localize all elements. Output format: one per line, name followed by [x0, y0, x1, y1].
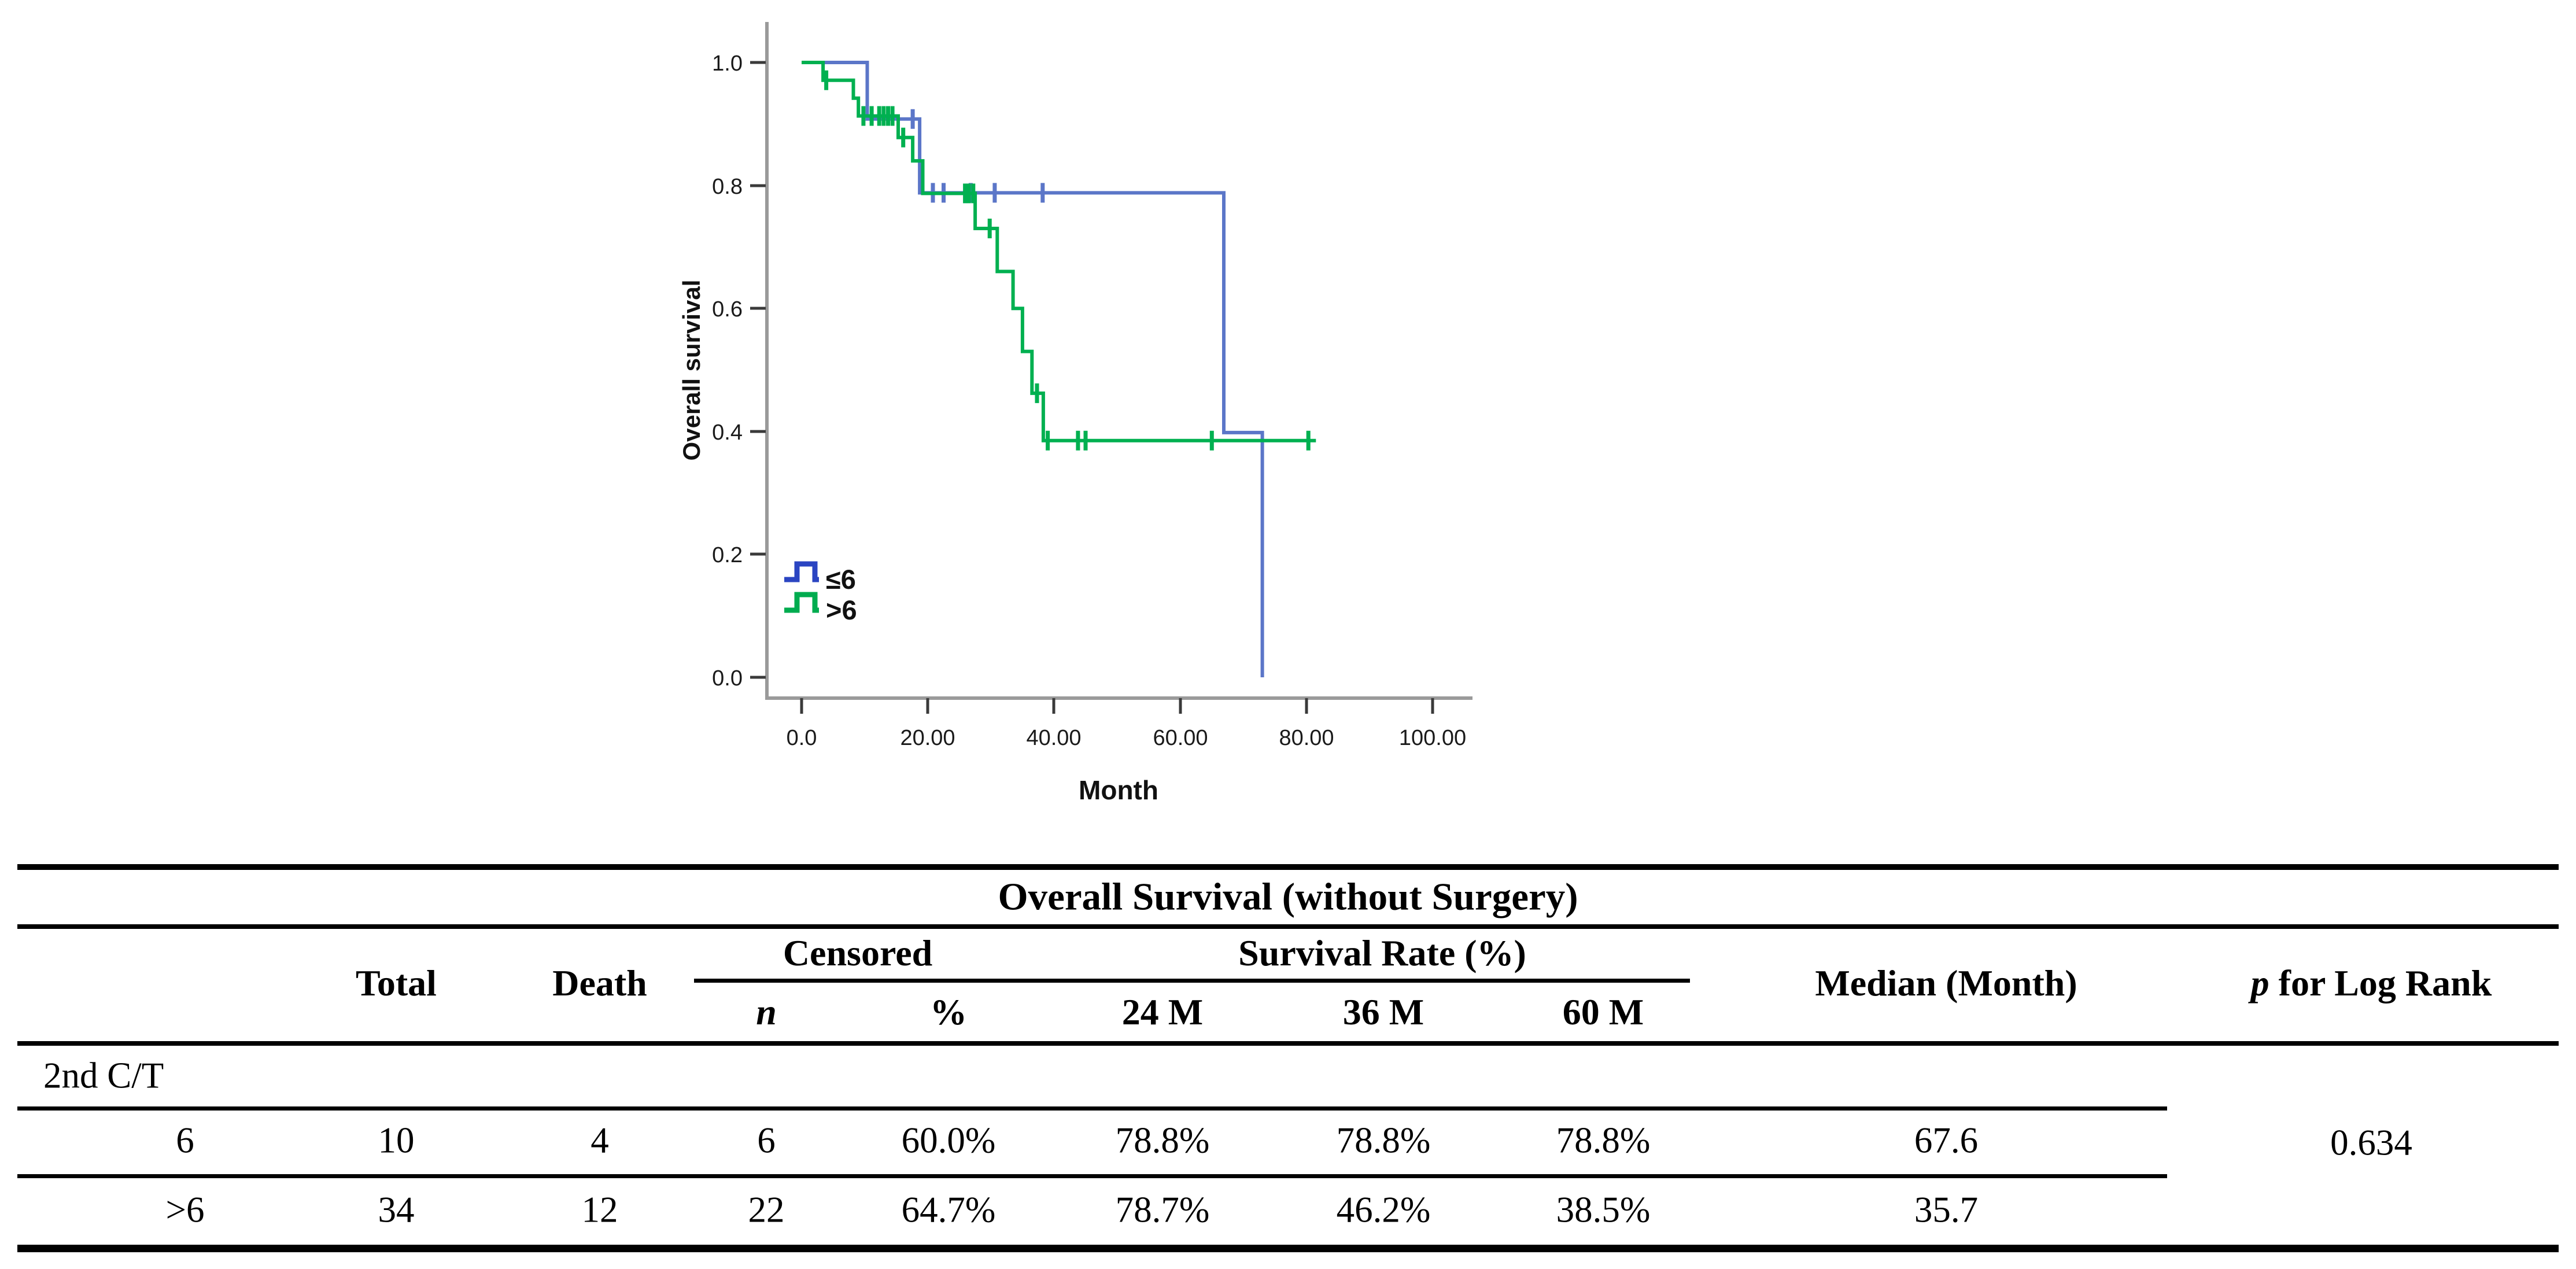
row1-total: 10 — [378, 1120, 415, 1161]
y-tick-label: 1.0 — [712, 51, 743, 76]
table-rule-under-header — [17, 1041, 2559, 1046]
row1-censored-pct: 60.0% — [901, 1120, 996, 1161]
col-header-percent: % — [930, 991, 967, 1032]
table-title: Overall Survival (without Surgery) — [998, 875, 1578, 918]
row2-death: 12 — [581, 1189, 618, 1230]
legend-step-glyph-gt6 — [784, 592, 819, 613]
table-rule-top — [17, 864, 2559, 870]
x-tick-label: 0.0 — [787, 726, 817, 750]
y-tick-label: 0.6 — [712, 297, 743, 322]
x-tick-label: 40.00 — [1026, 726, 1081, 750]
p-symbol: p — [2250, 962, 2269, 1004]
row2-survival-60m: 38.5% — [1556, 1189, 1651, 1230]
y-axis-title: Overall survival — [678, 280, 705, 461]
col-header-death: Death — [552, 962, 647, 1004]
legend-label-le6: ≤6 — [826, 564, 856, 595]
y-tick-label: 0.8 — [712, 175, 743, 199]
row2-total: 34 — [378, 1189, 415, 1230]
table-rule-between-rows — [17, 1174, 2167, 1178]
p-log-rank-text: for Log Rank — [2269, 962, 2492, 1004]
x-axis-title: Month — [1079, 775, 1158, 805]
row2-survival-36m: 46.2% — [1336, 1189, 1431, 1230]
col-header-total: Total — [356, 962, 437, 1004]
table-rule-under-title — [17, 924, 2559, 929]
row2-median: 35.7 — [1914, 1189, 1979, 1230]
x-tick-label: 20.00 — [900, 726, 955, 750]
table-rule-bottom — [17, 1245, 2559, 1252]
col-header-p-log-rank: p for Log Rank — [2251, 965, 2492, 1002]
row2-survival-24m: 78.7% — [1115, 1189, 1210, 1230]
row2-label: >6 — [165, 1189, 205, 1230]
legend-step-glyph-le6 — [784, 561, 819, 582]
row2-censored-n: 22 — [748, 1189, 785, 1230]
row1-death: 4 — [591, 1120, 609, 1161]
x-tick-label: 80.00 — [1279, 726, 1334, 750]
x-tick-label: 60.00 — [1153, 726, 1208, 750]
row1-survival-24m: 78.8% — [1115, 1120, 1210, 1161]
km-curve-≤6 — [802, 61, 1264, 677]
row-group-label: 2nd C/T — [43, 1055, 164, 1096]
col-header-24m: 24 M — [1121, 991, 1204, 1032]
col-header-median: Median (Month) — [1815, 962, 2077, 1004]
y-tick-label: 0.4 — [712, 420, 743, 445]
col-header-36m: 36 M — [1342, 991, 1424, 1032]
row1-survival-60m: 78.8% — [1556, 1120, 1651, 1161]
col-header-survival-group: Survival Rate (%) — [1238, 932, 1526, 973]
y-tick-label: 0.2 — [712, 543, 743, 567]
row1-survival-36m: 78.8% — [1336, 1120, 1431, 1161]
col-header-60m: 60 M — [1562, 991, 1644, 1032]
table-rule-subheader — [694, 979, 1690, 983]
y-tick-label: 0.0 — [712, 666, 743, 691]
col-header-censored-group: Censored — [783, 932, 933, 973]
p-value-cell: 0.634 — [2330, 1122, 2412, 1163]
survival-curves-layer — [802, 61, 1316, 677]
y-axis-ticks — [750, 61, 766, 679]
row1-median: 67.6 — [1914, 1120, 1979, 1161]
row1-censored-n: 6 — [757, 1120, 776, 1161]
legend-label-gt6: >6 — [826, 595, 857, 625]
col-header-n: n — [756, 991, 777, 1032]
row1-label: 6 — [176, 1120, 194, 1161]
row2-censored-pct: 64.7% — [901, 1189, 996, 1230]
chart-legend: ≤6 >6 — [784, 561, 857, 625]
table-rule-under-group — [17, 1106, 2167, 1111]
x-axis-ticks — [800, 698, 1434, 714]
km-curve->6 — [802, 61, 1316, 442]
x-tick-label: 100.00 — [1399, 726, 1466, 750]
km-survival-chart: 0.0 0.2 0.4 0.6 0.8 1.0 0.0 20.00 40.00 … — [678, 22, 1472, 805]
